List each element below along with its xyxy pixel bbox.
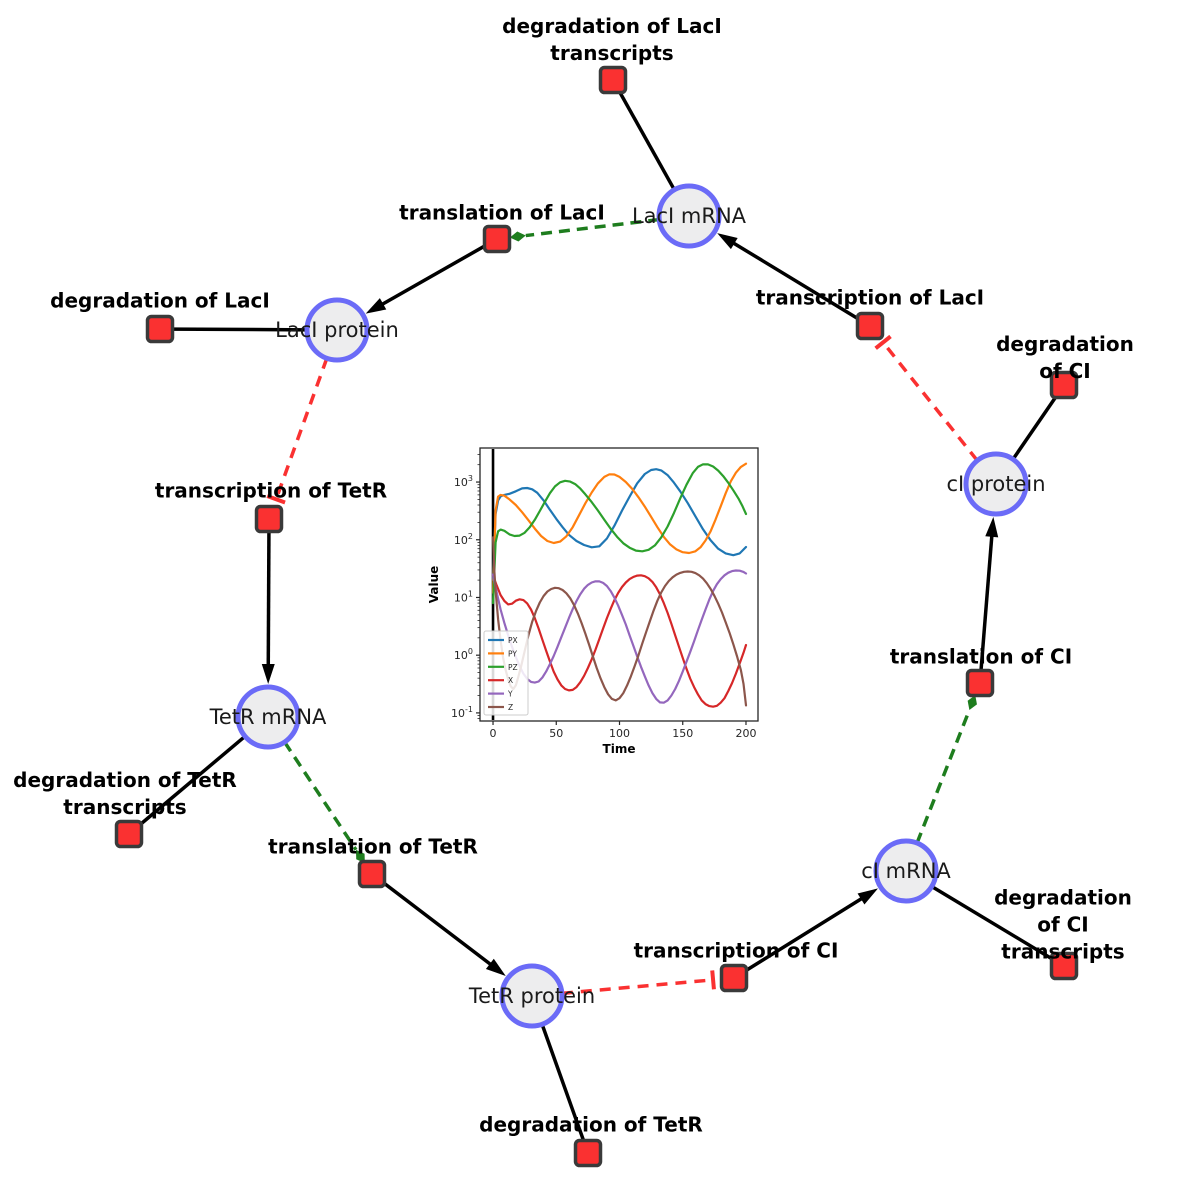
reaction-node-degradation-of-ci[interactable] — [1049, 370, 1079, 400]
x-tick-label: 100 — [609, 727, 630, 740]
edge-tetr-protein--degradation-of-tetr — [540, 1023, 586, 1143]
species-node-tetr-protein[interactable] — [499, 963, 565, 1029]
reaction-node-degradation-of-laci-transcripts[interactable] — [598, 65, 628, 95]
reaction-node-degradation-of-laci[interactable] — [145, 314, 175, 344]
legend-label-PX: PX — [508, 636, 518, 645]
y-tick-label: 100 — [454, 647, 473, 662]
edge-ci-mrna--degradation-of-ci-transcripts — [930, 884, 1055, 962]
species-node-laci-mrna[interactable] — [656, 183, 722, 249]
arrowhead — [857, 888, 878, 905]
inset-chart-svg: 0 50 100 150 20010310210110010-1TimeValuePXP… — [427, 447, 759, 756]
series-PZ — [491, 463, 748, 605]
arrowhead — [261, 663, 275, 685]
series-PX — [491, 468, 748, 582]
edge-laci-mrna--degradation-of-laci-transcripts — [617, 89, 676, 191]
reaction-node-degradation-of-ci-transcripts[interactable] — [1049, 951, 1079, 981]
legend-label-X: X — [508, 676, 513, 685]
reaction-node-transcription-of-laci[interactable] — [855, 311, 885, 341]
legend-label-PY: PY — [508, 649, 517, 658]
y-tick-label: 10-1 — [451, 705, 473, 720]
reaction-node-translation-of-laci[interactable] — [482, 224, 512, 254]
species-node-ci-mrna[interactable] — [873, 838, 939, 904]
reaction-node-transcription-of-ci[interactable] — [719, 963, 749, 993]
x-axis-label: Time — [603, 742, 636, 756]
series-PY — [491, 462, 748, 594]
edge-laci-mrna--translation-of-laci — [509, 217, 660, 242]
reaction-node-degradation-of-tetr-transcripts[interactable] — [114, 819, 144, 849]
series-X — [491, 574, 748, 708]
edges-layer — [137, 89, 1059, 1143]
inhibition-tee — [874, 334, 892, 350]
edge-tetr-mrna--degradation-of-tetr-transcripts — [137, 734, 247, 828]
inset-chart: 0 50 100 150 200 103 102 101 100 10-1 Time Value PX P… — [425, 435, 775, 765]
edge-translation-of-laci--laci-protein — [365, 243, 488, 314]
arrowhead — [717, 233, 738, 250]
legend-label-Y: Y — [507, 690, 513, 699]
reaction-node-degradation-of-tetr[interactable] — [573, 1138, 603, 1168]
edge-transcription-of-ci--ci-mrna — [743, 888, 878, 974]
x-tick-label: 200 — [735, 727, 756, 740]
edge-transcription-of-tetr--tetr-mrna — [261, 530, 275, 685]
arrowhead — [365, 298, 387, 314]
reaction-node-translation-of-ci[interactable] — [965, 668, 995, 698]
x-tick-label: 150 — [672, 727, 693, 740]
edge-ci-protein--degradation-of-ci — [1011, 393, 1059, 461]
species-node-laci-protein[interactable] — [304, 297, 370, 363]
series-Y — [491, 569, 748, 704]
chart-legend: PX PY PZ XYZ — [483, 630, 529, 716]
modifier-diamond — [967, 695, 977, 710]
edge-ci-mrna--translation-of-ci — [915, 695, 977, 844]
edge-ci-protein--transcription-of-laci — [874, 334, 979, 462]
edge-laci-protein--transcription-of-tetr — [266, 357, 329, 505]
y-axis-label: Value — [427, 566, 441, 604]
inhibition-tee — [710, 970, 716, 990]
legend-label-PZ: PZ — [508, 663, 518, 672]
x-tick-label: 0 — [490, 727, 497, 740]
edge-laci-protein--degradation-of-laci — [171, 327, 308, 332]
reaction-node-translation-of-tetr[interactable] — [357, 859, 387, 889]
edge-transcription-of-laci--laci-mrna — [717, 233, 861, 322]
edge-translation-of-tetr--tetr-protein — [380, 879, 506, 976]
species-node-tetr-mrna[interactable] — [235, 684, 301, 750]
modifier-diamond — [509, 231, 526, 242]
y-tick-label: 103 — [454, 474, 473, 489]
reaction-node-transcription-of-tetr[interactable] — [254, 504, 284, 534]
species-node-ci-protein[interactable] — [963, 451, 1029, 517]
arrowhead — [985, 516, 999, 538]
nodes-layer — [114, 65, 1079, 1168]
legend-label-Z: Z — [508, 703, 513, 712]
edge-tetr-mrna--translation-of-tetr — [283, 741, 365, 864]
y-tick-label: 102 — [454, 532, 473, 547]
y-tick-label: 101 — [454, 589, 473, 604]
edge-tetr-protein--transcription-of-ci — [561, 970, 716, 996]
arrowhead — [485, 958, 506, 976]
x-tick-label: 50 — [549, 727, 563, 740]
edge-translation-of-ci--ci-protein — [979, 516, 999, 672]
inhibition-tee — [266, 494, 286, 505]
